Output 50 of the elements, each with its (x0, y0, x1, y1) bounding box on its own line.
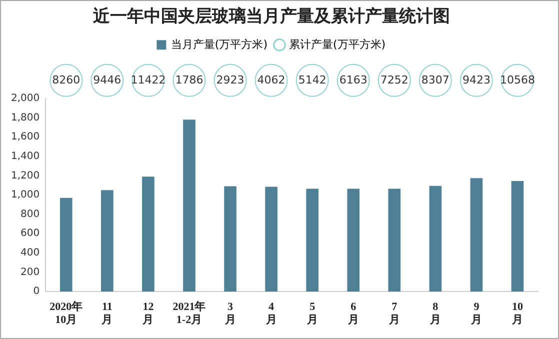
bar (224, 186, 236, 292)
y-tick-label: 0 (33, 286, 40, 298)
bar (265, 186, 278, 292)
y-tick-label: 1,200 (10, 170, 40, 182)
x-tick-label: 2021年 1-2月 (172, 300, 206, 326)
y-tick-label: 400 (20, 248, 40, 259)
annotation: 2923 (216, 73, 244, 86)
bar (60, 198, 72, 292)
x-tick-label: 8 月 (428, 301, 441, 326)
annotation: 10568 (500, 73, 535, 86)
bar (388, 188, 401, 292)
bar (470, 178, 483, 292)
annotation: 8307 (421, 73, 450, 86)
x-tick-label: 11 月 (100, 301, 113, 326)
annotation: 11422 (130, 73, 166, 86)
x-tick-label: 5 月 (306, 301, 318, 326)
annotation: 4062 (257, 73, 286, 86)
x-tick-label: 3 月 (224, 301, 236, 326)
annotation: 1786 (175, 73, 204, 86)
annotation: 9446 (93, 73, 122, 86)
y-tick-label: 600 (20, 228, 40, 240)
bar (142, 176, 154, 292)
annotation: 6163 (339, 73, 368, 86)
y-tick-label: 1,800 (10, 112, 40, 124)
annotation: 7252 (380, 73, 408, 86)
x-tick-label: 9 月 (470, 301, 482, 326)
bar (101, 190, 114, 292)
bar (429, 186, 442, 292)
y-tick-label: 1,600 (10, 132, 40, 143)
legend-label: 当月产量(万平方米) (170, 38, 268, 51)
y-tick-label: 200 (20, 266, 40, 278)
x-tick-label: 2020年 10月 (50, 300, 83, 326)
chart-title: 近一年中国夹层玻璃当月产量及累计产量统计图 (92, 6, 450, 26)
x-tick-label: 7 月 (388, 301, 400, 326)
bar (511, 180, 524, 292)
bar (306, 188, 318, 292)
x-tick-label: 6 月 (346, 301, 359, 326)
bar (347, 188, 360, 292)
x-tick-label: 12 月 (142, 301, 154, 326)
annotation: 9423 (462, 73, 490, 86)
bar (183, 120, 196, 292)
annotation: 5142 (298, 73, 326, 86)
y-tick-label: 800 (20, 208, 40, 220)
y-tick-label: 1,400 (10, 150, 40, 162)
y-tick-label: 2,000 (10, 92, 40, 104)
annotation: 8260 (52, 73, 80, 86)
legend-label: 累计产量(万平方米) (289, 38, 386, 51)
x-tick-label: 4 月 (264, 301, 277, 326)
x-tick-label: 10 月 (510, 301, 524, 326)
y-tick-label: 1,000 (10, 190, 40, 201)
